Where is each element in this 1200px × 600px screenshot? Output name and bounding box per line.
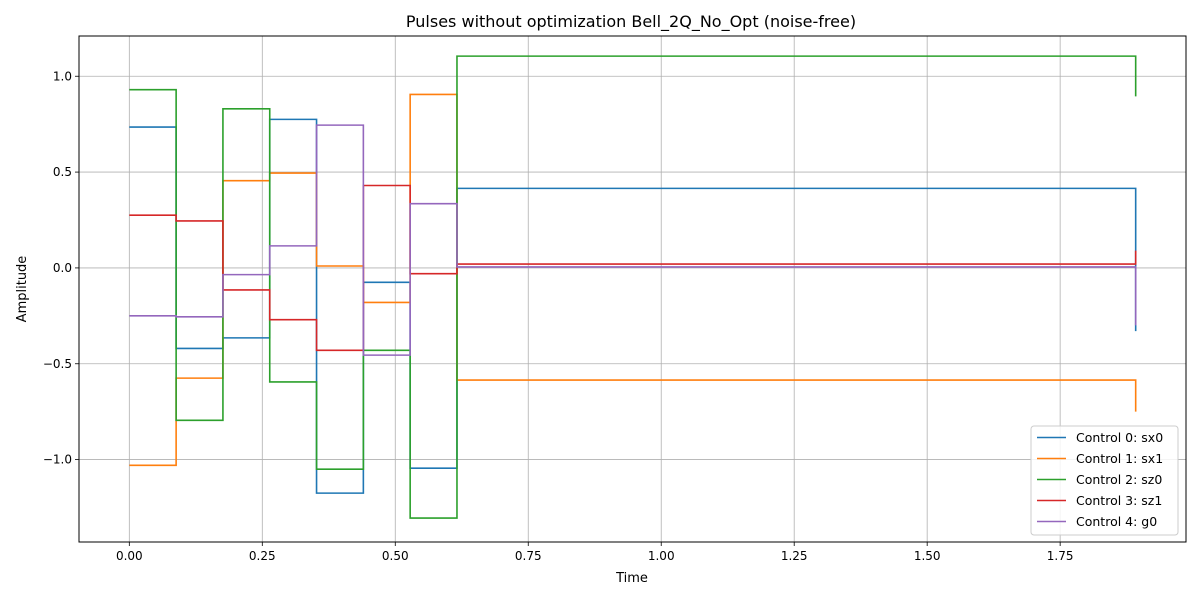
y-tick-label: −1.0 — [43, 453, 72, 467]
series-line-3 — [129, 184, 1137, 352]
grid-layer — [79, 36, 1186, 542]
y-tick-label: 1.0 — [53, 69, 72, 83]
series-line-0 — [129, 118, 1137, 494]
legend-label-4: Control 4: g0 — [1076, 514, 1157, 529]
x-tick-label: 1.00 — [648, 549, 675, 563]
series-line-2 — [129, 55, 1137, 519]
x-tick-label: 1.25 — [781, 549, 808, 563]
legend-label-2: Control 2: sz0 — [1076, 472, 1162, 487]
x-tick-label: 0.25 — [249, 549, 276, 563]
legend: Control 0: sx0 Control 1: sx1 Control 2: s… — [1030, 425, 1179, 536]
series-line-1 — [129, 93, 1137, 467]
legend-box — [1030, 425, 1179, 536]
legend-label-0: Control 0: sx0 — [1076, 430, 1163, 445]
series-line-4 — [129, 124, 1137, 356]
y-tick-label: 0.5 — [53, 165, 72, 179]
y-tick-label: 0.0 — [53, 261, 72, 275]
plot-frame — [78, 35, 1187, 543]
x-tick-label: 0.75 — [515, 549, 542, 563]
y-axis-label: Amplitude — [15, 256, 30, 323]
y-tick-label: −0.5 — [43, 357, 72, 371]
x-tick-label: 0.00 — [116, 549, 143, 563]
legend-label-3: Control 3: sz1 — [1076, 493, 1162, 508]
x-axis-label: Time — [615, 571, 648, 586]
series-layer — [129, 55, 1137, 519]
x-tick-label: 0.50 — [382, 549, 409, 563]
x-tick-label: 1.75 — [1047, 549, 1074, 563]
x-tick-label: 1.50 — [914, 549, 941, 563]
tick-layer: 0.00 0.25 0.50 0.75 1.00 1.25 1.50 1.75 −1.0 −0.5… — [43, 69, 1074, 563]
chart-title: Pulses without optimization Bell_2Q_No_O… — [406, 12, 856, 32]
legend-label-1: Control 1: sx1 — [1076, 451, 1163, 466]
